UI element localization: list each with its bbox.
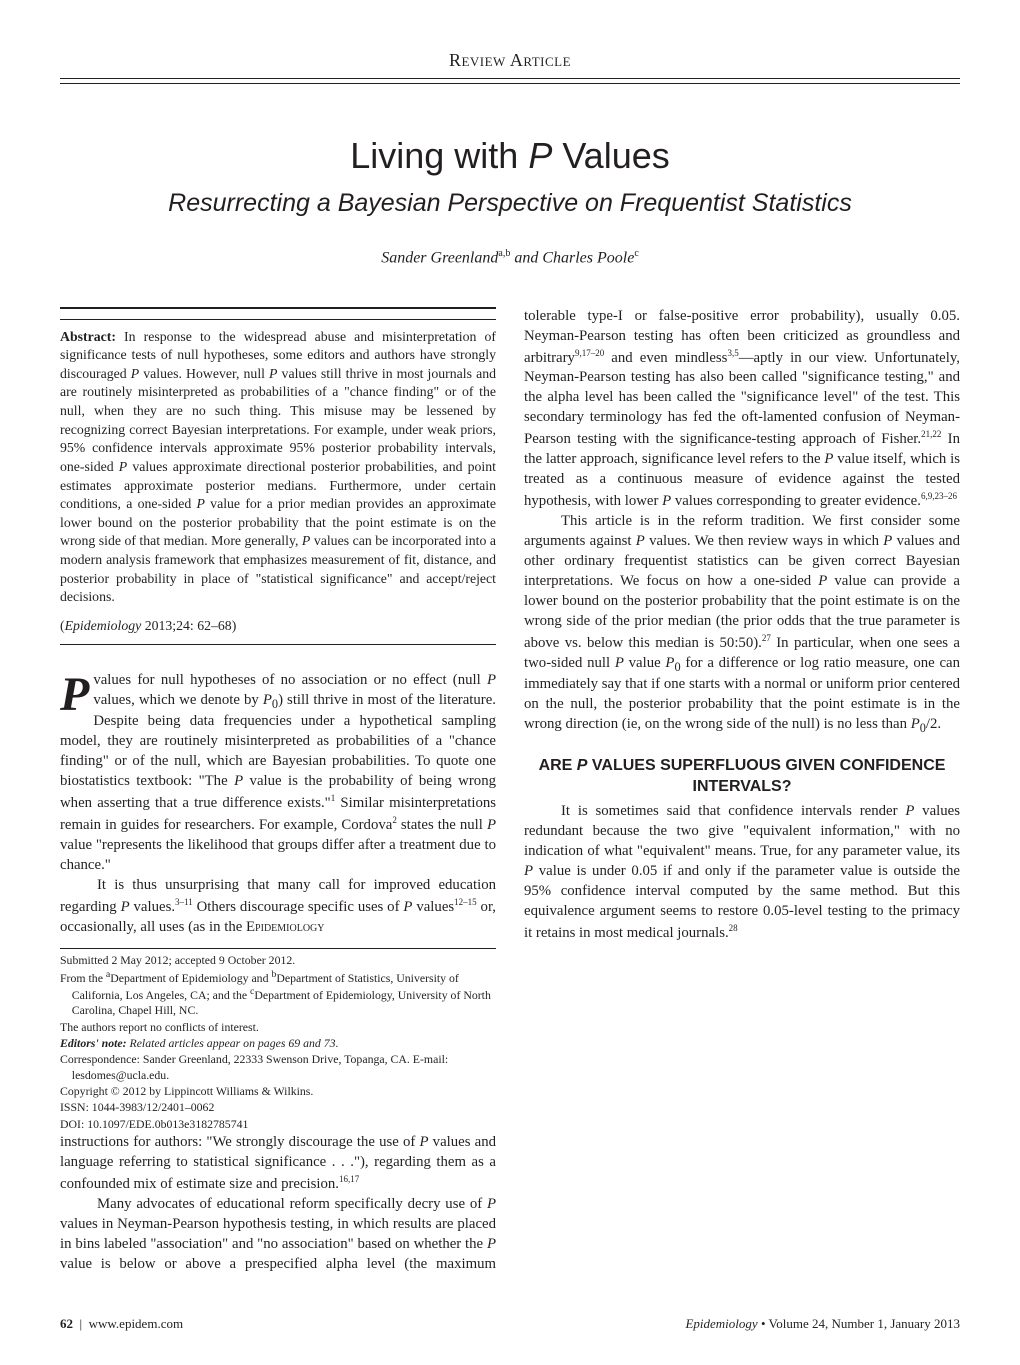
para-2: It is thus unsurprising that many call f… (60, 876, 496, 938)
page-number: 62 (60, 1316, 73, 1331)
heading-are-p-values: ARE P VALUES SUPERFLUOUS GIVEN CONFIDENC… (524, 755, 960, 798)
para-1: P values for null hypotheses of no assoc… (60, 671, 496, 876)
footnote-issn: ISSN: 1044-3983/12/2401–0062 (60, 1100, 496, 1115)
para-3: instructions for authors: "We strongly d… (60, 1133, 496, 1195)
page-footer: 62 | www.epidem.com Epidemiology • Volum… (60, 1315, 960, 1333)
footnote-doi: DOI: 10.1097/EDE.0b013e3182785741 (60, 1117, 496, 1132)
article-title: Living with P Values (60, 132, 960, 181)
title-post: Values (552, 135, 669, 176)
footer-site: www.epidem.com (89, 1316, 183, 1331)
para-5: This article is in the reform tradition.… (524, 512, 960, 737)
article-subtitle: Resurrecting a Bayesian Perspective on F… (60, 187, 960, 221)
abstract-text: Abstract: In response to the widespread … (60, 328, 496, 607)
footnote-editors-note: Editors' note: Related articles appear o… (60, 1036, 496, 1051)
abstract-block: Abstract: In response to the widespread … (60, 307, 496, 645)
footer-left: 62 | www.epidem.com (60, 1315, 183, 1333)
para-1-text: values for null hypotheses of no associa… (60, 672, 496, 873)
footnote-submitted: Submitted 2 May 2012; accepted 9 October… (60, 953, 496, 968)
abstract-body: In response to the widespread abuse and … (60, 329, 496, 605)
footnote-affiliations: From the aDepartment of Epidemiology and… (60, 969, 496, 1019)
footnote-coi: The authors report no conflicts of inter… (60, 1020, 496, 1035)
footnote-correspondence: Correspondence: Sander Greenland, 22333 … (60, 1052, 496, 1083)
two-column-body: Abstract: In response to the widespread … (60, 307, 960, 1293)
footer-sep: | (76, 1316, 88, 1331)
para-6: It is sometimes said that confidence int… (524, 802, 960, 944)
footer-issue: • Volume 24, Number 1, January 2013 (761, 1316, 960, 1331)
header-rule (60, 83, 960, 84)
footnotes-block: Submitted 2 May 2012; accepted 9 October… (60, 948, 496, 1132)
title-ital: P (528, 135, 552, 176)
title-pre: Living with (350, 135, 528, 176)
footer-journal: Epidemiology (685, 1316, 757, 1331)
footnote-copyright: Copyright © 2012 by Lippincott Williams … (60, 1084, 496, 1099)
abstract-label: Abstract: (60, 329, 116, 344)
section-header: Review Article (60, 48, 960, 79)
dropcap: P (60, 671, 93, 716)
authors-line: Sander Greenlanda,b and Charles Poolec (60, 247, 960, 269)
abstract-citation: (Epidemiology 2013;24: 62–68) (60, 617, 496, 636)
footer-right: Epidemiology • Volume 24, Number 1, Janu… (685, 1315, 960, 1333)
